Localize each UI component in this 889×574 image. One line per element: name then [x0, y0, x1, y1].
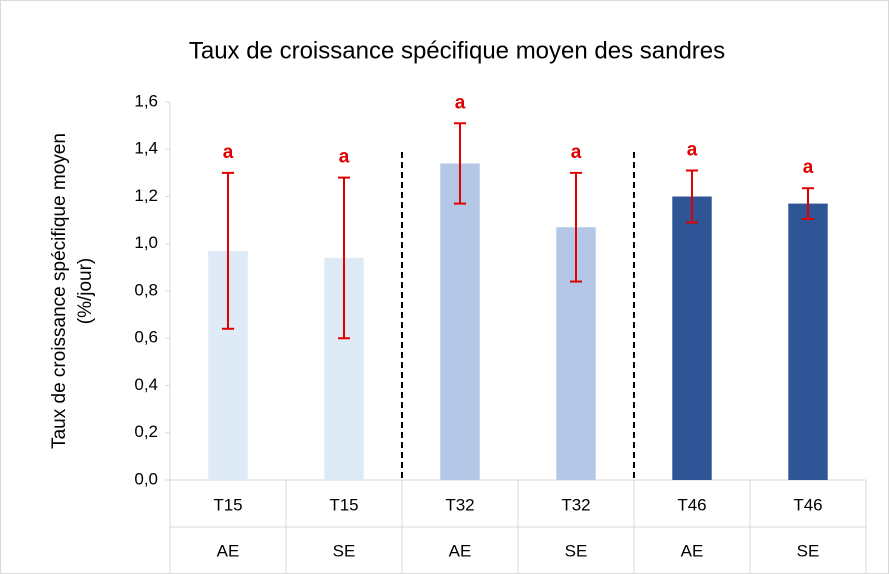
- y-tick-label: 1,2: [134, 186, 158, 205]
- significance-label: a: [339, 147, 350, 168]
- x-tick-label: T46: [793, 495, 822, 514]
- y-tick-label: 0,6: [134, 328, 158, 347]
- y-axis-label: Taux de croissance spécifique moyen (%/j…: [49, 133, 96, 449]
- y-tick-label: 1,6: [134, 91, 158, 110]
- x-subcategory-label: SE: [333, 541, 356, 560]
- chart-title: Taux de croissance spécifique moyen des …: [189, 37, 725, 64]
- x-subcategory-label: SE: [565, 541, 588, 560]
- x-subcategory-label: SE: [797, 541, 820, 560]
- x-tick-label: T46: [677, 495, 706, 514]
- x-subcategory-label: AE: [681, 541, 704, 560]
- x-tick-label: T15: [329, 495, 358, 514]
- x-subcategory-label: AE: [449, 541, 472, 560]
- x-tick-label: T15: [213, 495, 242, 514]
- error-bar: [338, 176, 350, 340]
- x-tick-label: T32: [445, 495, 474, 514]
- significance-label: a: [223, 142, 234, 163]
- y-tick-label: 0,8: [134, 280, 158, 299]
- y-label-line: Taux de croissance spécifique moyen: [49, 133, 70, 449]
- significance-label: a: [571, 142, 582, 163]
- y-tick-label: 1,0: [134, 233, 158, 252]
- bar: [440, 163, 480, 481]
- significance-label: a: [687, 140, 698, 161]
- y-tick-label: 0,4: [134, 375, 158, 394]
- significance-label: a: [455, 92, 466, 113]
- y-tick-label: 1,4: [134, 139, 158, 158]
- error-bar: [570, 171, 582, 283]
- x-subcategory-label: AE: [217, 541, 240, 560]
- y-tick-label: 0,2: [134, 422, 158, 441]
- significance-label: a: [803, 157, 814, 178]
- error-bar: [454, 122, 466, 205]
- y-label-line: (%/jour): [75, 258, 96, 325]
- error-bar: [222, 171, 234, 330]
- error-bar: [686, 169, 698, 224]
- x-tick-label: T32: [561, 495, 590, 514]
- bar: [788, 203, 828, 480]
- bar: [672, 196, 712, 480]
- error-bar: [802, 187, 814, 220]
- y-tick-label: 0,0: [134, 469, 158, 488]
